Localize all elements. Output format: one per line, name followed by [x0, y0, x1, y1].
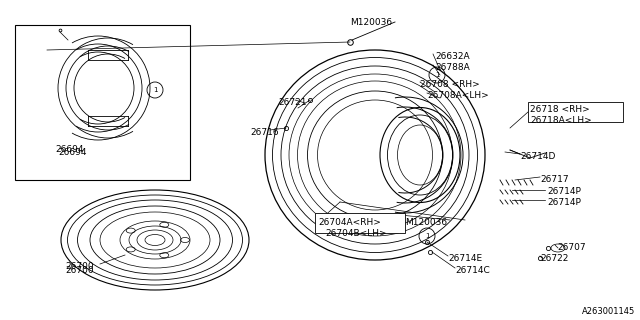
Text: 26704A<RH>: 26704A<RH> — [318, 218, 381, 227]
Text: 26714P: 26714P — [547, 198, 581, 207]
Text: 1: 1 — [425, 233, 429, 239]
Text: 26694: 26694 — [58, 148, 86, 157]
Text: 26714D: 26714D — [520, 152, 556, 161]
Text: 26721: 26721 — [278, 98, 307, 107]
Text: 26708 <RH>: 26708 <RH> — [420, 80, 480, 89]
Text: 26632A: 26632A — [435, 52, 470, 61]
Text: 26714C: 26714C — [455, 266, 490, 275]
Text: 26694: 26694 — [55, 145, 83, 154]
Text: 26708A<LH>: 26708A<LH> — [427, 91, 489, 100]
Text: M120036: M120036 — [405, 218, 447, 227]
Text: 1: 1 — [153, 87, 157, 93]
Text: 26714P: 26714P — [547, 187, 581, 196]
Text: 26714E: 26714E — [448, 254, 482, 263]
Text: 26707: 26707 — [557, 243, 586, 252]
Bar — [15, 25, 190, 180]
Text: 26717: 26717 — [540, 175, 568, 184]
Text: 26716: 26716 — [250, 128, 278, 137]
Text: 26788A: 26788A — [435, 63, 470, 72]
Text: 26718 <RH>: 26718 <RH> — [530, 105, 589, 114]
Text: 26718A<LH>: 26718A<LH> — [530, 116, 592, 125]
Text: 1: 1 — [435, 72, 439, 78]
Bar — [315, 213, 405, 233]
Text: 26722: 26722 — [540, 254, 568, 263]
Text: A263001145: A263001145 — [582, 307, 635, 316]
Bar — [528, 102, 623, 122]
Text: 26700: 26700 — [65, 262, 93, 271]
Text: M120036: M120036 — [350, 18, 392, 27]
Text: 26700: 26700 — [65, 266, 93, 275]
Text: 26704B<LH>: 26704B<LH> — [325, 229, 387, 238]
